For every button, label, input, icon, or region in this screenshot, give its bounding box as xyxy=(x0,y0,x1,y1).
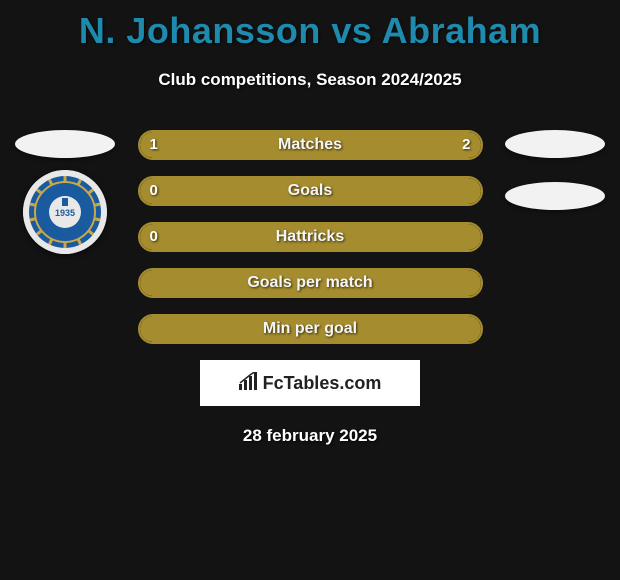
comparison-subtitle: Club competitions, Season 2024/2025 xyxy=(0,70,620,90)
stat-row: Goals0 xyxy=(138,176,483,206)
stat-bar-right-fill xyxy=(252,132,480,158)
svg-text:1935: 1935 xyxy=(55,208,75,218)
brand-label: FcTables.com xyxy=(239,372,382,395)
brand-text: FcTables.com xyxy=(263,373,382,394)
stat-bar-left-fill xyxy=(140,270,481,296)
left-player-column: 1935 xyxy=(10,130,120,254)
stat-bar-left-fill xyxy=(140,224,481,250)
player-photo-placeholder xyxy=(505,182,605,210)
stat-bar-left-fill xyxy=(140,178,481,204)
chart-icon xyxy=(239,372,259,395)
date-label: 28 february 2025 xyxy=(0,426,620,446)
stat-bar-left-fill xyxy=(140,132,253,158)
comparison-body: 1935 Matches12 Goals0 Hattricks0 Goals per … xyxy=(0,130,620,344)
right-player-column xyxy=(500,130,610,222)
stat-row: Min per goal xyxy=(138,314,483,344)
stat-row: Goals per match xyxy=(138,268,483,298)
stats-column: Matches12 Goals0 Hattricks0 Goals per match… xyxy=(138,130,483,344)
player-photo-placeholder xyxy=(505,130,605,158)
stat-bar-left-fill xyxy=(140,316,481,342)
player-photo-placeholder xyxy=(15,130,115,158)
stat-bar xyxy=(138,314,483,344)
brand-box: FcTables.com xyxy=(200,360,420,406)
comparison-title: N. Johansson vs Abraham xyxy=(0,0,620,52)
stat-row: Matches12 xyxy=(138,130,483,160)
stat-row: Hattricks0 xyxy=(138,222,483,252)
stat-bar xyxy=(138,130,483,160)
stat-bar xyxy=(138,176,483,206)
club-badge: 1935 xyxy=(23,170,107,254)
stat-bar xyxy=(138,268,483,298)
stat-bar xyxy=(138,222,483,252)
